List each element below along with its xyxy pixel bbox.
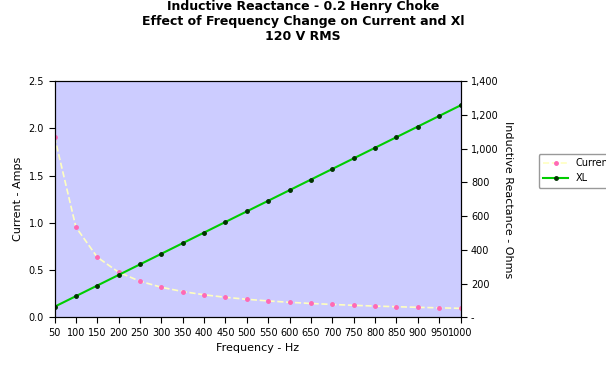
Line: Current: Current [51, 134, 464, 312]
Current [393, 304, 400, 309]
Current [72, 225, 79, 230]
XL [222, 220, 229, 224]
XL [94, 283, 101, 288]
Current [158, 285, 165, 290]
Current [457, 306, 464, 311]
Current [243, 297, 250, 301]
Y-axis label: Inductive Reactance - Ohms: Inductive Reactance - Ohms [502, 121, 513, 278]
Current [414, 305, 421, 310]
XL [179, 241, 187, 245]
Current [328, 302, 336, 307]
Current [371, 304, 379, 308]
Current [115, 270, 122, 275]
XL [371, 145, 379, 150]
XL [201, 230, 208, 235]
XL [457, 103, 464, 108]
Current [136, 279, 144, 283]
XL [328, 167, 336, 171]
X-axis label: Frequency - Hz: Frequency - Hz [216, 343, 299, 353]
XL [158, 252, 165, 256]
XL [136, 262, 144, 266]
Current [179, 289, 187, 294]
XL [307, 177, 315, 182]
Current [94, 255, 101, 259]
XL [243, 209, 250, 214]
Current [286, 300, 293, 304]
XL [265, 199, 272, 203]
XL [286, 188, 293, 192]
Current [436, 306, 443, 310]
Current [222, 295, 229, 300]
Current [265, 299, 272, 303]
XL [350, 156, 358, 161]
XL [393, 135, 400, 139]
Current [201, 293, 208, 297]
XL [436, 114, 443, 118]
Y-axis label: Current - Amps: Current - Amps [13, 157, 23, 241]
Current [51, 135, 58, 139]
XL [72, 294, 79, 299]
XL [414, 124, 421, 129]
Current [307, 301, 315, 306]
Legend: Current, XL: Current, XL [539, 154, 606, 188]
Text: Inductive Reactance - 0.2 Henry Choke
Effect of Frequency Change on Current and : Inductive Reactance - 0.2 Henry Choke Ef… [142, 0, 464, 43]
Current [350, 303, 358, 307]
Line: XL: XL [51, 102, 464, 310]
XL [51, 304, 58, 309]
XL [115, 273, 122, 277]
